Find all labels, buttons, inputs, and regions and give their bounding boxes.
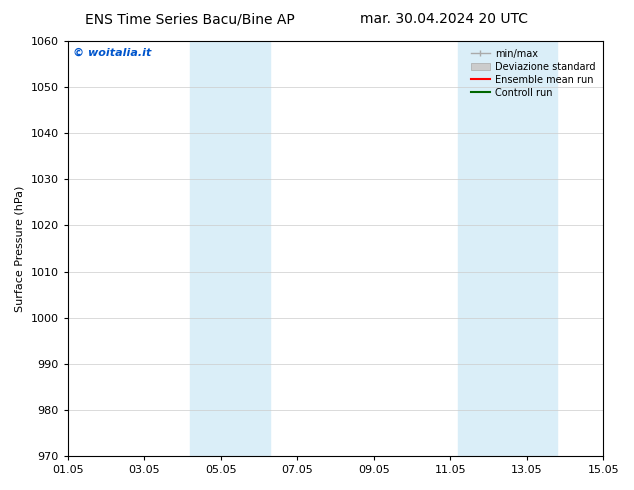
- Bar: [458, 41, 496, 456]
- Legend: min/max, Deviazione standard, Ensemble mean run, Controll run: min/max, Deviazione standard, Ensemble m…: [468, 46, 598, 100]
- Text: © woitalia.it: © woitalia.it: [73, 47, 152, 57]
- Bar: [496, 41, 557, 456]
- Text: mar. 30.04.2024 20 UTC: mar. 30.04.2024 20 UTC: [360, 12, 527, 26]
- Text: ENS Time Series Bacu/Bine AP: ENS Time Series Bacu/Bine AP: [86, 12, 295, 26]
- Bar: [190, 41, 228, 456]
- Bar: [228, 41, 271, 456]
- Y-axis label: Surface Pressure (hPa): Surface Pressure (hPa): [15, 185, 25, 312]
